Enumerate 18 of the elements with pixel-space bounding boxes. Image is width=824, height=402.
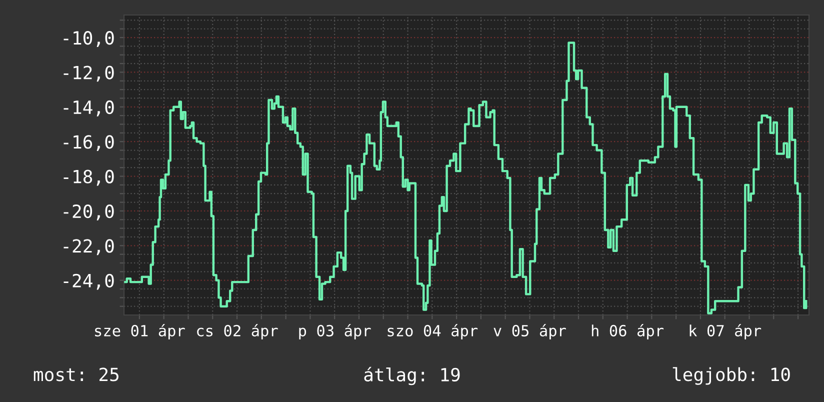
text: legjobb: 10 [672, 367, 790, 385]
y-tick-label: -20,0 [64, 204, 114, 220]
y-tick-label: -22,0 [64, 239, 114, 256]
x-tick-label: cs 02 ápr [197, 324, 278, 340]
x-tick-label: h 06 ápr [592, 324, 664, 340]
y-tick-label: -10,0 [64, 31, 114, 47]
y-tick-label: -12,0 [64, 66, 114, 82]
y-tick-label: -24,0 [64, 274, 114, 290]
x-tick-label: v 05 ápr [494, 324, 566, 340]
x-tick-label: sze 01 ápr [95, 324, 185, 340]
y-tick-label: -18,0 [64, 170, 114, 186]
y-tick-label: -16,0 [64, 135, 114, 152]
text: átlag: 19 [364, 366, 460, 386]
x-tick-label: k 07 ápr [690, 324, 762, 340]
y-tick-label: -14,0 [64, 100, 114, 116]
x-tick-label: szo 04 ápr [388, 324, 478, 340]
x-tick-label: p 03 ápr [299, 324, 371, 340]
text: most: 25 [34, 368, 118, 382]
